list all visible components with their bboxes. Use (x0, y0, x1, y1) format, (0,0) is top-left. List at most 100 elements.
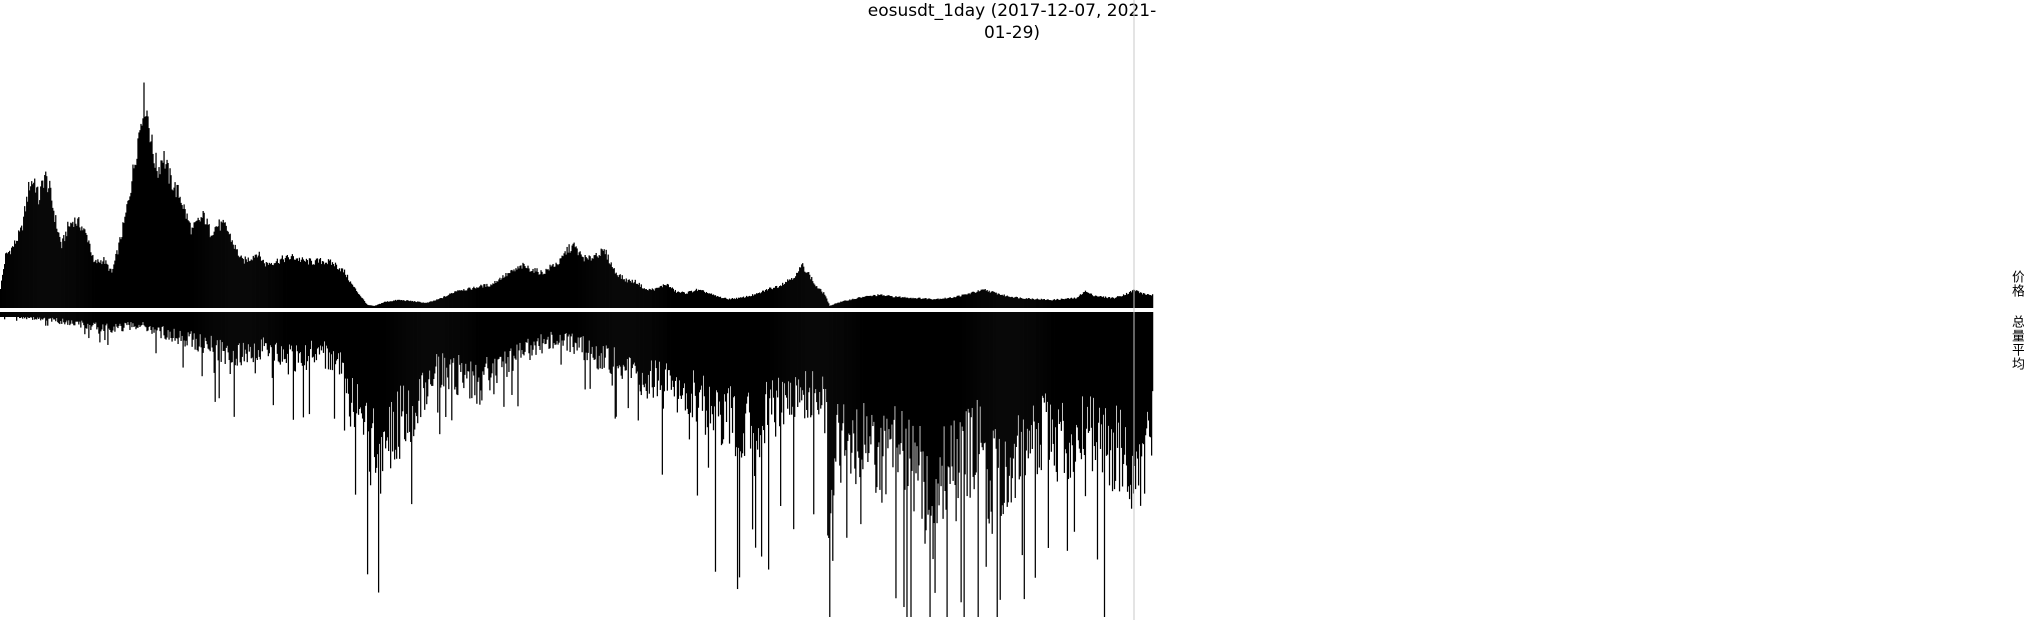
volume-bar (104, 312, 106, 341)
volume-bar (258, 312, 260, 357)
volume-bar (864, 312, 866, 445)
volume-bar (21, 312, 23, 317)
volume-bar (167, 312, 169, 331)
volume-bar (761, 312, 764, 426)
volume-bar (239, 312, 241, 363)
volume-bar (253, 312, 255, 344)
volume-bar (657, 312, 659, 381)
price-bar (221, 222, 223, 308)
price-bar (459, 290, 461, 308)
price-bar (28, 181, 30, 308)
volume-bar (543, 312, 545, 339)
volume-bar (1135, 312, 1138, 452)
volume-bar (570, 312, 572, 337)
price-bar (378, 303, 381, 308)
volume-bar (995, 312, 997, 449)
price-bar (567, 252, 569, 308)
price-bar (507, 273, 509, 308)
volume-bar (566, 312, 568, 351)
volume-bar (148, 312, 150, 327)
price-bar (880, 294, 882, 308)
volume-bar (794, 312, 796, 417)
volume-bar (575, 312, 577, 344)
volume-bar (533, 312, 535, 342)
volume-bar (168, 312, 170, 340)
price-bar (1090, 293, 1093, 308)
price-bar (578, 252, 580, 308)
volume-bar (192, 312, 194, 340)
volume-bar (1004, 312, 1006, 442)
price-bar (1060, 298, 1063, 308)
price-bar (988, 290, 990, 308)
price-bar (780, 285, 782, 308)
price-bar (648, 288, 650, 308)
price-bar (664, 285, 666, 308)
price-bar (1068, 298, 1071, 308)
volume-bar (493, 312, 495, 395)
volume-bar (12, 312, 14, 317)
price-bar (256, 257, 258, 308)
price-bar (1087, 292, 1090, 308)
price-bar (195, 221, 197, 308)
volume-bar (634, 312, 636, 366)
volume-bar (778, 312, 780, 378)
volume-bar (299, 312, 302, 353)
price-bar (321, 261, 324, 308)
volume-bar (853, 312, 855, 434)
volume-bar (916, 312, 918, 447)
price-bar (973, 291, 975, 308)
volume-bar (595, 312, 597, 347)
price-bar (32, 184, 34, 308)
volume-bar (966, 312, 968, 497)
price-bar (663, 284, 665, 308)
volume-bar (929, 312, 931, 617)
price-bar (418, 301, 420, 308)
volume-bar (309, 312, 312, 350)
volume-bar (760, 312, 763, 557)
volume-bar (102, 312, 104, 325)
price-bar (36, 187, 38, 308)
volume-bar (612, 312, 614, 367)
volume-bar (601, 312, 603, 369)
price-bar (627, 279, 629, 308)
volume-bar (868, 312, 870, 454)
price-bar (1044, 300, 1046, 308)
volume-bar (729, 312, 732, 387)
price-bar (870, 295, 872, 308)
volume-bar (977, 312, 979, 617)
volume-bar (1063, 312, 1066, 473)
volume-bar (630, 312, 632, 378)
volume-bar (411, 312, 413, 505)
price-bar (811, 277, 813, 308)
volume-bar (752, 312, 755, 434)
volume-bar (395, 312, 397, 450)
volume-bar (232, 312, 234, 351)
price-bar (73, 226, 75, 308)
volume-bar (831, 312, 833, 490)
price-bar (992, 291, 994, 308)
volume-bar (803, 312, 805, 395)
volume-bars (0, 312, 1154, 617)
volume-bar (342, 312, 345, 363)
price-bar (381, 302, 384, 308)
volume-bar (951, 312, 953, 467)
volume-bar (381, 312, 384, 472)
volume-bar (462, 312, 464, 383)
volume-bar (220, 312, 222, 362)
volume-bar (276, 312, 278, 354)
volume-bar (332, 312, 335, 352)
volume-bar (320, 312, 323, 351)
volume-bar (779, 312, 781, 427)
price-bar (671, 287, 673, 308)
price-bar (144, 116, 146, 308)
volume-bar (302, 312, 305, 418)
volume-bar (942, 312, 944, 519)
volume-bar (776, 312, 778, 391)
volume-bar (673, 312, 675, 397)
price-bar (923, 298, 925, 308)
price-bar (198, 220, 200, 308)
volume-bar (270, 312, 272, 348)
price-bar (830, 305, 832, 308)
volume-bar (117, 312, 119, 329)
volume-bar (32, 312, 34, 320)
